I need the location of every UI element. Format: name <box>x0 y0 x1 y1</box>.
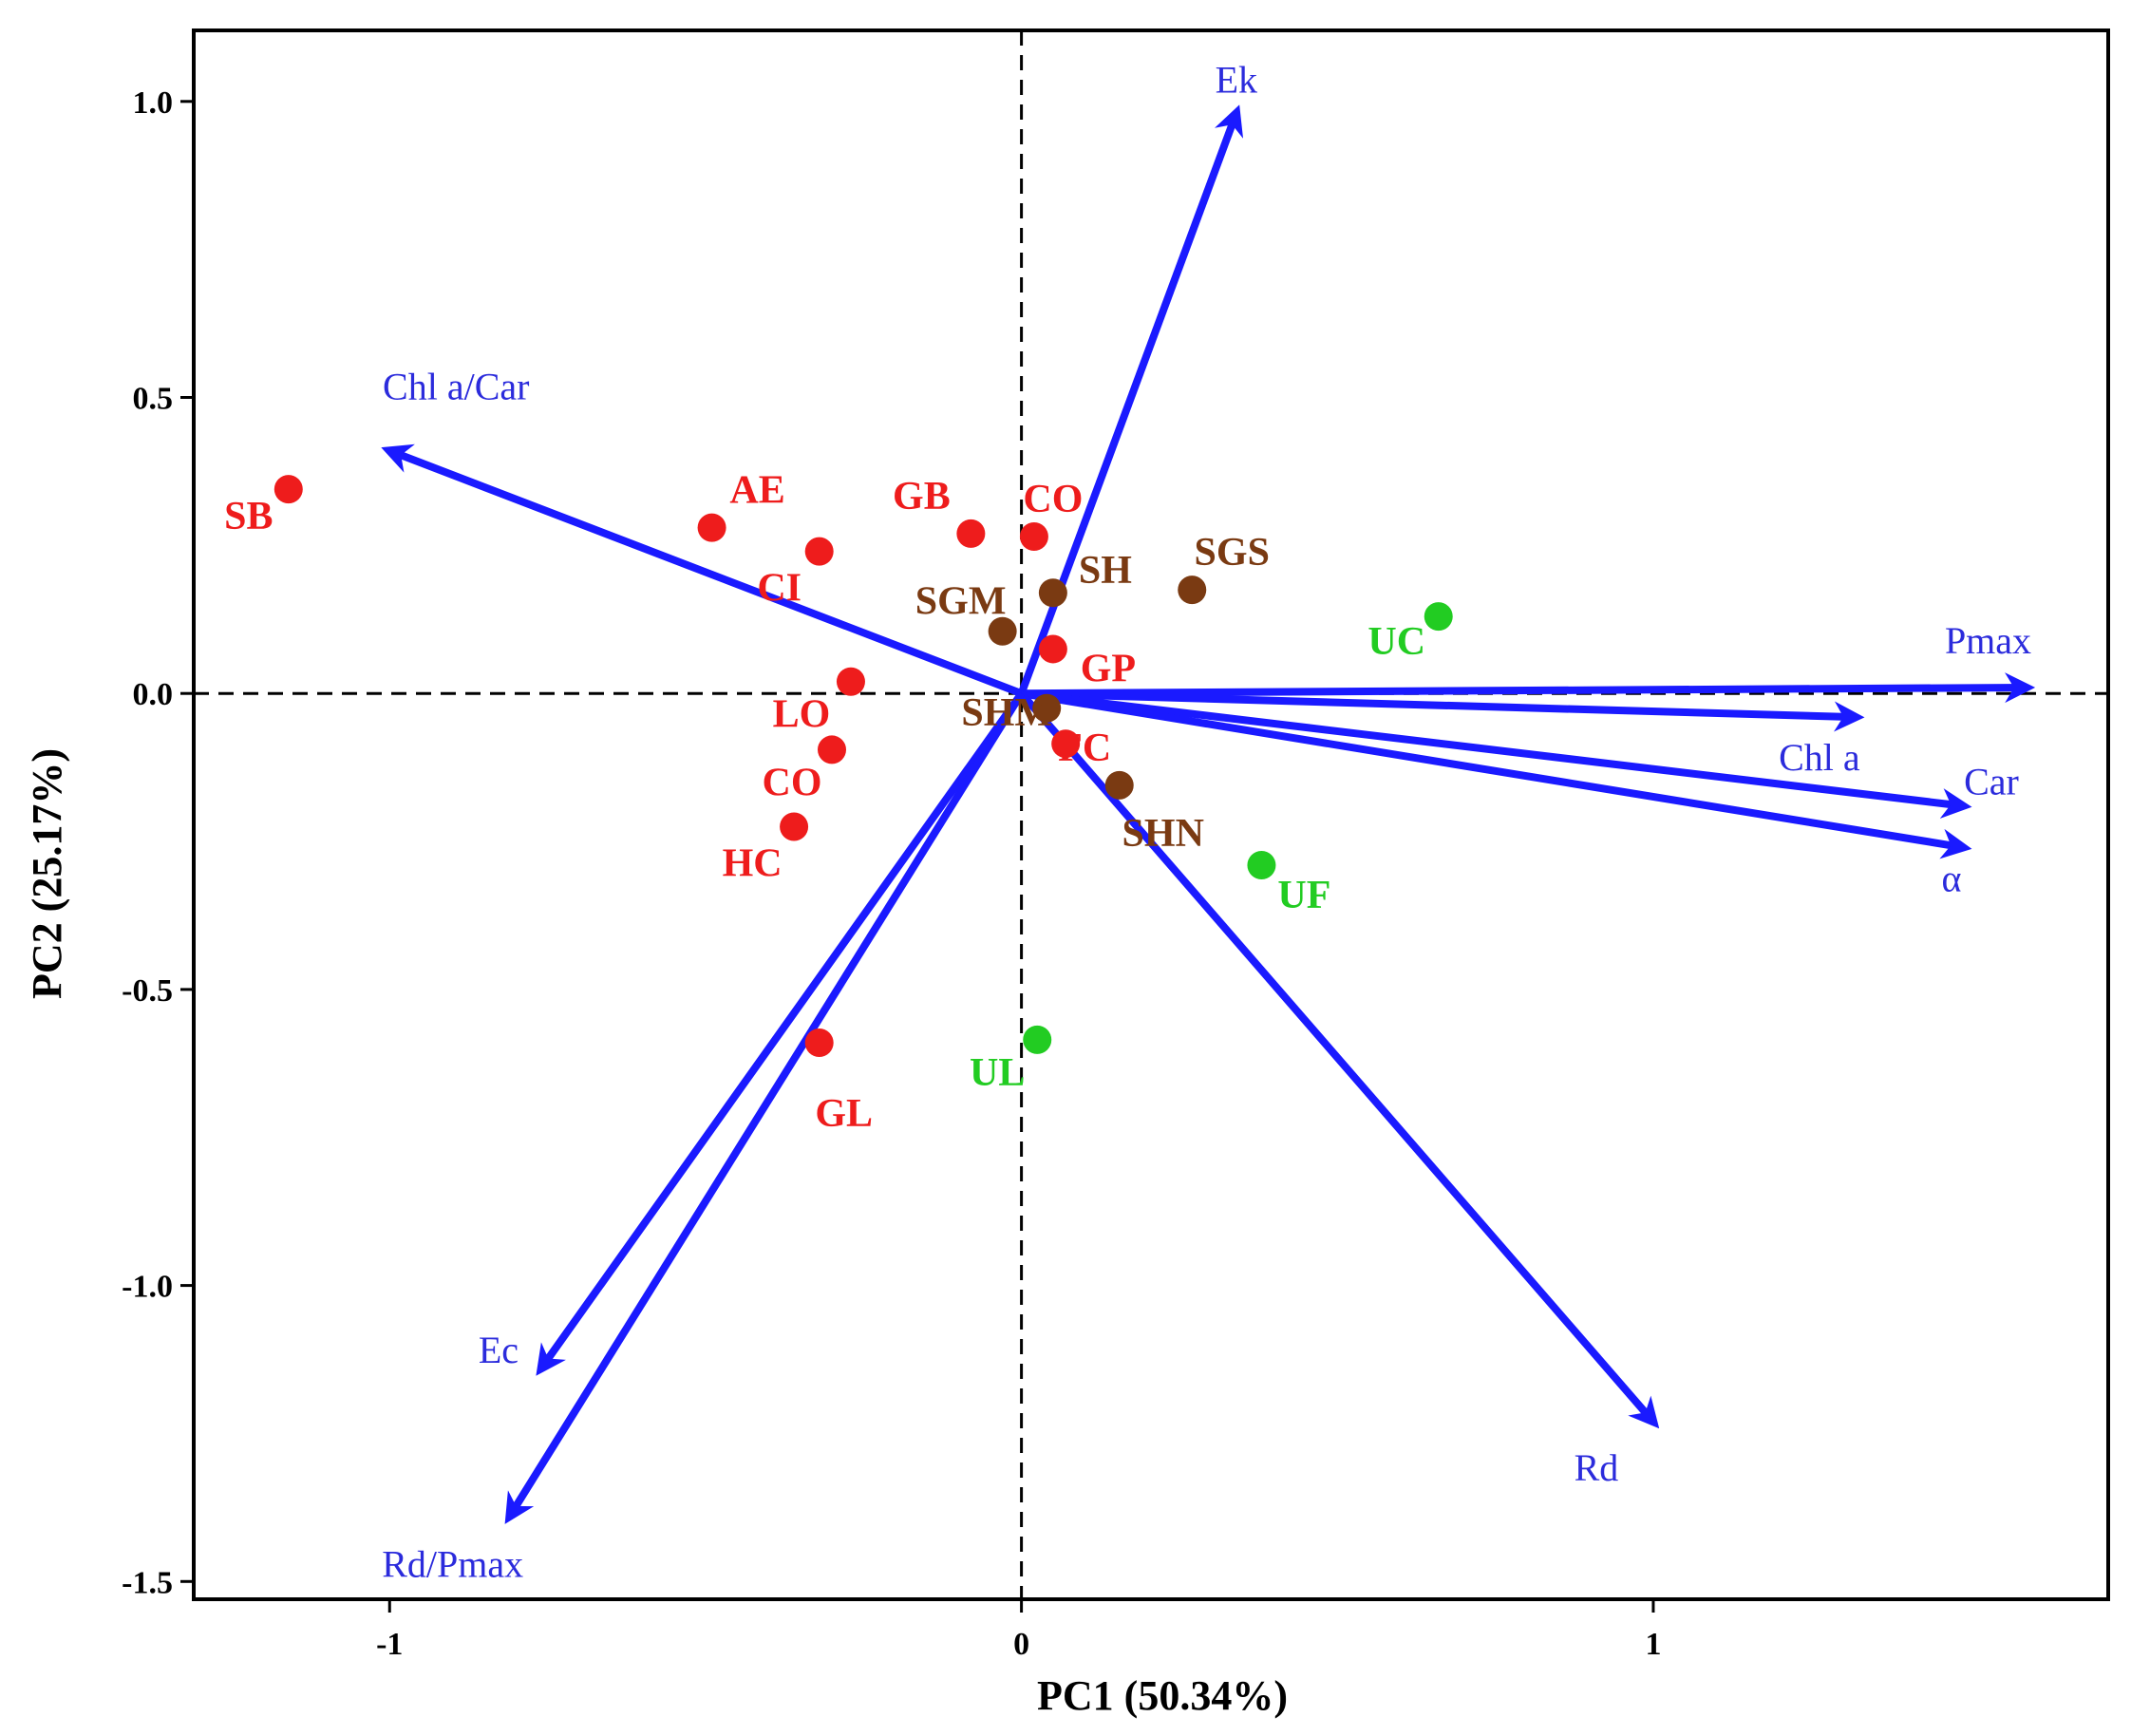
arrow-label-ec: Ec <box>479 1329 519 1371</box>
arrow-rd <box>1018 690 1660 1429</box>
arrow-pmax <box>1021 672 2036 704</box>
x-axis-ticks: -1 0 1 <box>376 1599 1661 1662</box>
point-gp <box>1038 634 1067 664</box>
y-tick-label: -0.5 <box>122 973 173 1009</box>
point-ae <box>697 513 726 542</box>
loading-arrows <box>381 104 2036 1524</box>
y-tick-label: 1.0 <box>133 85 174 121</box>
point-gl <box>804 1028 834 1058</box>
arrow-alpha <box>1020 689 1972 859</box>
arrow-label-alpha: α <box>1941 857 1961 899</box>
point-co <box>818 735 846 764</box>
arrow-label-pmax: Pmax <box>1945 619 2031 662</box>
point-label-lo: LO <box>773 693 831 737</box>
y-tick-label: -1.5 <box>122 1565 173 1600</box>
plot-frame <box>192 28 2110 1601</box>
arrow-car <box>1021 689 1972 819</box>
arrow-label-rd-pmax: Rd/Pmax <box>382 1543 523 1586</box>
point-label-sh: SH <box>1079 549 1132 593</box>
y-tick-label: 0.5 <box>133 382 174 417</box>
loading-arrow-labels: Ek Chl a/Car Pmax Chl a Car α Rd Ec Rd/Pmax <box>382 58 2031 1585</box>
point-ci <box>804 537 834 566</box>
point-uf <box>1247 850 1276 879</box>
arrow-label-rd: Rd <box>1575 1446 1619 1489</box>
point-label-fc: FC <box>1058 726 1111 770</box>
point-label-hc: HC <box>723 841 783 885</box>
point-label-co: CO <box>763 761 822 804</box>
x-tick-label: 0 <box>1013 1627 1029 1662</box>
point-ul <box>1023 1025 1052 1054</box>
point-label-ci: CI <box>757 567 802 611</box>
y-axis-title: PC2 (25.17%) <box>24 748 70 999</box>
point-label-sb: SB <box>224 495 273 538</box>
point-lo <box>836 667 865 696</box>
reference-lines <box>194 30 2108 1599</box>
arrow-label-car: Car <box>1964 761 2019 803</box>
point-label-ae: AE <box>729 469 784 513</box>
point-shn <box>1104 770 1134 800</box>
point-label-gl: GL <box>815 1092 873 1136</box>
score-point-labels: SB AE CI GB CO GP LO CO HC FC GL SH SGS SGM SHM SHN UC UF… <box>224 469 1425 1136</box>
point-label-ul: UL <box>970 1051 1025 1095</box>
point-label-co: CO <box>1023 478 1083 521</box>
point-uc <box>1424 602 1453 632</box>
x-tick-label: -1 <box>376 1627 403 1662</box>
arrow-label-ek: Ek <box>1216 58 1257 101</box>
point-label-gp: GP <box>1081 647 1136 690</box>
plot-background <box>194 30 2108 1599</box>
arrow-rd-pmax <box>504 691 1026 1524</box>
arrow-label-chl-a: Chl a <box>1779 736 1860 779</box>
point-label-sgs: SGS <box>1195 531 1270 575</box>
point-sh <box>1038 578 1067 608</box>
point-label-uf: UF <box>1277 874 1330 917</box>
arrow-chl-a-car <box>381 443 1024 697</box>
y-tick-label: 0.0 <box>133 677 174 712</box>
point-label-gb: GB <box>893 475 951 519</box>
y-axis-ticks: -1.5 -1.0 -0.5 0.0 0.5 1.0 <box>122 85 194 1600</box>
point-label-uc: UC <box>1367 620 1425 664</box>
point-gb <box>956 519 986 548</box>
point-fc <box>1051 729 1081 759</box>
point-label-shm: SHM <box>961 691 1052 735</box>
y-tick-label: -1.0 <box>122 1270 173 1305</box>
arrow-label-chl-a-car: Chl a/Car <box>383 366 529 408</box>
point-shm <box>1032 693 1062 723</box>
point-label-sgm: SGM <box>915 580 1007 624</box>
arrow-ec <box>536 690 1025 1376</box>
point-co <box>1019 522 1048 552</box>
point-label-shn: SHN <box>1122 812 1204 856</box>
arrow-chl-a <box>1021 689 1865 732</box>
point-sgs <box>1178 576 1207 605</box>
x-tick-label: 1 <box>1645 1627 1661 1662</box>
x-axis-title: PC1 (50.34%) <box>1037 1672 1288 1719</box>
score-points <box>273 475 1453 1058</box>
point-sgm <box>988 616 1017 646</box>
point-hc <box>780 812 809 841</box>
point-sb <box>273 475 303 504</box>
